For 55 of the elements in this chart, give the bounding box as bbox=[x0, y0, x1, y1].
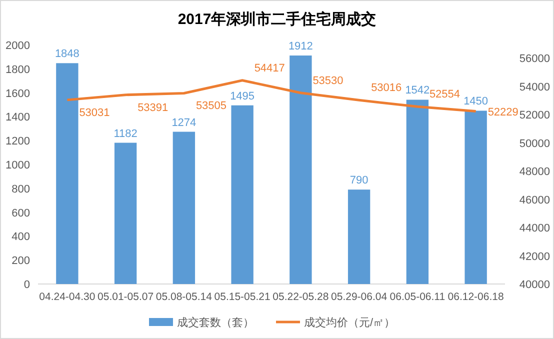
bar bbox=[231, 105, 254, 284]
y-tick-label: 1400 bbox=[6, 112, 30, 124]
y2-tick-label: 54000 bbox=[519, 81, 550, 94]
bar bbox=[114, 142, 137, 284]
bar bbox=[56, 63, 78, 284]
y-tick-label: 200 bbox=[12, 255, 30, 268]
y2-tick-label: 56000 bbox=[519, 53, 550, 65]
x-tick-label: 06.12-06.18 bbox=[448, 291, 504, 303]
y2-tick-label: 52000 bbox=[519, 110, 550, 122]
y-tick-label: 2000 bbox=[6, 40, 30, 52]
data-label: 53031 bbox=[79, 106, 110, 119]
y-tick-label: 1000 bbox=[6, 160, 30, 172]
x-tick-label: 05.15-05.21 bbox=[214, 291, 270, 303]
y-tick-label: 1600 bbox=[6, 88, 30, 100]
chart-title: 2017年深圳市二手住宅周成交 bbox=[178, 10, 376, 28]
y-tick-label: 0 bbox=[24, 279, 30, 291]
y-tick-label: 400 bbox=[12, 231, 30, 244]
legend-label: 成交均价（元/㎡） bbox=[304, 316, 396, 329]
data-label: 53530 bbox=[312, 74, 344, 87]
data-label: 52554 bbox=[429, 88, 460, 101]
legend-label: 成交套数（套） bbox=[177, 316, 254, 329]
y2-tick-label: 40000 bbox=[519, 279, 550, 291]
y2-tick-label: 46000 bbox=[519, 194, 550, 206]
data-label: 1495 bbox=[230, 90, 255, 102]
data-label: 1848 bbox=[54, 48, 80, 60]
bar bbox=[290, 56, 312, 284]
y2-tick-label: 42000 bbox=[519, 250, 550, 263]
x-tick-label: 05.29-06.04 bbox=[331, 291, 388, 303]
y-tick-label: 600 bbox=[12, 207, 30, 220]
bar bbox=[464, 110, 487, 284]
y-tick-label: 1800 bbox=[6, 64, 30, 76]
data-label: 1182 bbox=[114, 128, 138, 140]
y2-tick-label: 50000 bbox=[519, 138, 550, 150]
bar bbox=[406, 100, 429, 284]
x-tick-label: 05.22-05.28 bbox=[272, 291, 329, 303]
data-label: 54417 bbox=[254, 62, 285, 74]
data-label: 790 bbox=[350, 174, 368, 187]
x-tick-label: 05.01-05.07 bbox=[98, 291, 154, 303]
data-label: 53391 bbox=[138, 102, 168, 114]
y2-tick-label: 48000 bbox=[519, 166, 550, 178]
data-label: 53016 bbox=[371, 82, 402, 94]
y2-tick-label: 44000 bbox=[519, 222, 550, 234]
bar bbox=[172, 132, 196, 284]
data-label: 1274 bbox=[172, 116, 196, 129]
data-label: 1542 bbox=[405, 84, 430, 97]
data-label: 52229 bbox=[488, 106, 518, 118]
data-label: 53505 bbox=[196, 100, 227, 112]
x-tick-label: 05.08-05.14 bbox=[156, 291, 212, 303]
x-tick-label: 06.05-06.11 bbox=[390, 291, 446, 303]
y-tick-label: 1200 bbox=[6, 136, 30, 148]
data-label: 1450 bbox=[464, 96, 488, 108]
x-tick-label: 04.24-04.30 bbox=[39, 291, 96, 303]
bar bbox=[348, 190, 370, 284]
data-label: 1912 bbox=[288, 40, 313, 53]
y-tick-label: 800 bbox=[12, 183, 30, 196]
